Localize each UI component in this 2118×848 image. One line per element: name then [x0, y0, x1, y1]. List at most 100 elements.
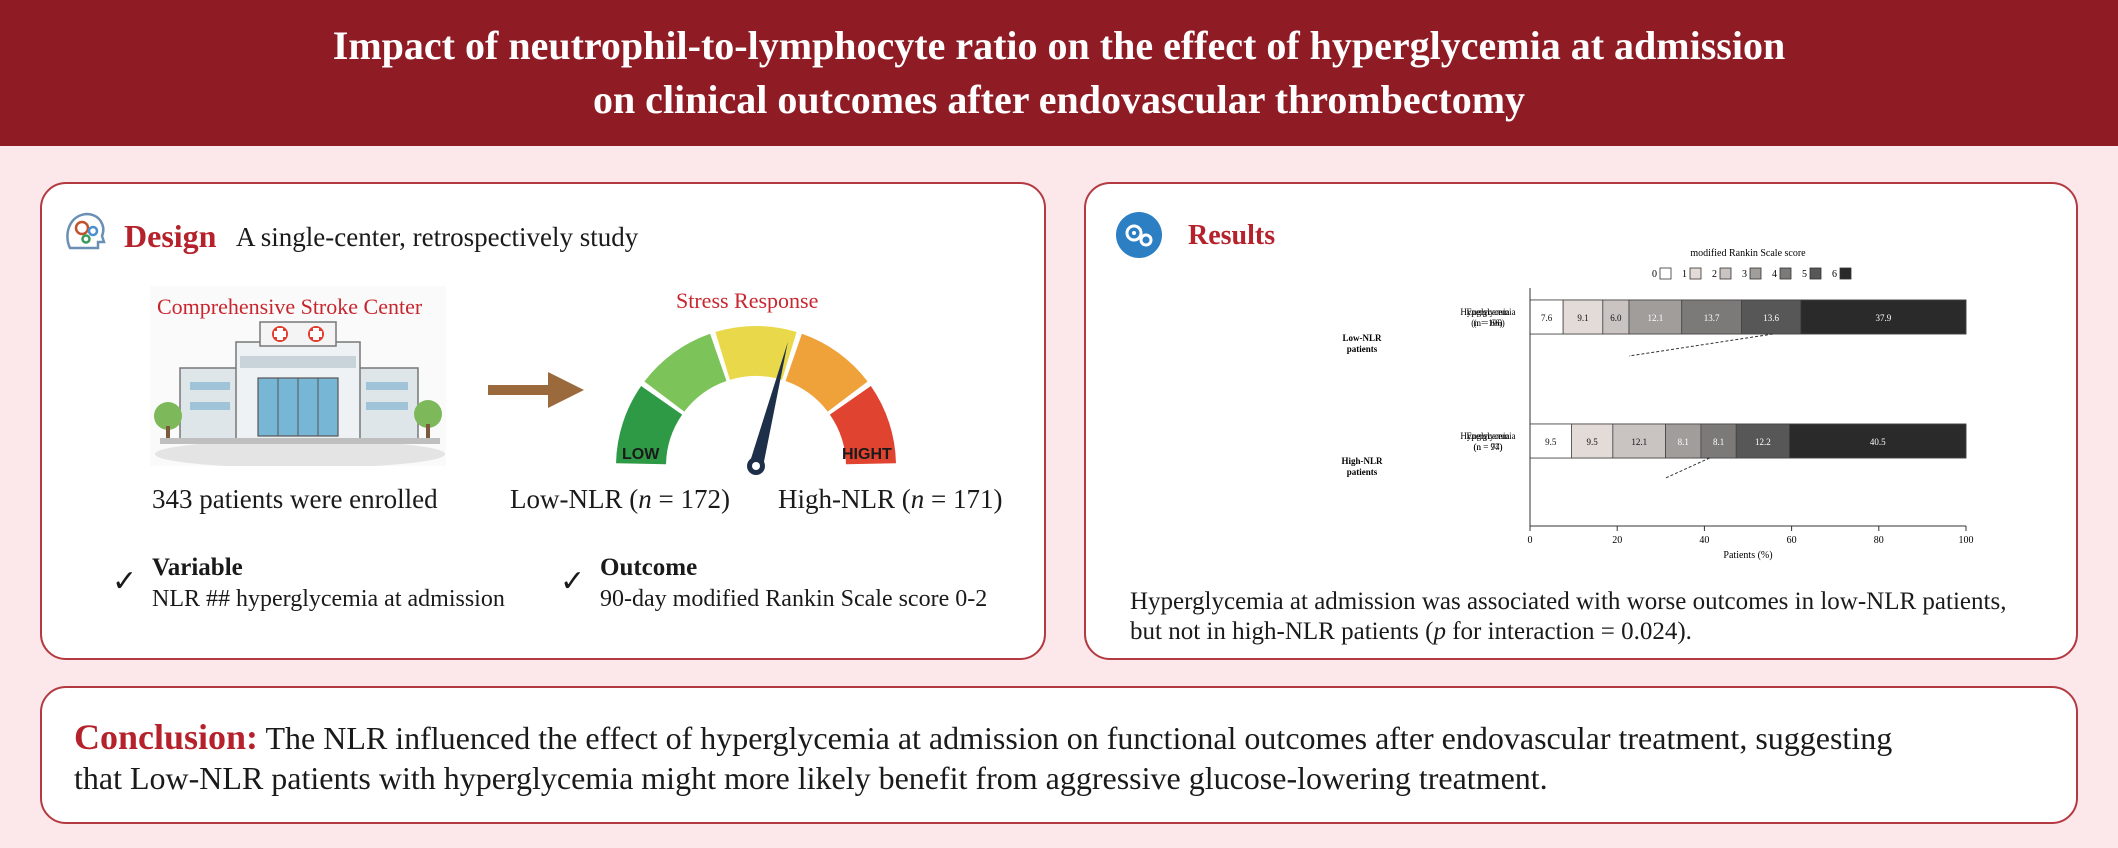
results-heading: Results: [1188, 220, 1276, 251]
bar-segment: [1735, 423, 1790, 459]
bar-value-label: 12.1: [1647, 313, 1663, 323]
bar-segment: [1741, 299, 1802, 335]
legend-label: 2: [1712, 269, 1717, 280]
row-n-label: (n = 66): [1473, 318, 1502, 328]
x-tick-label: 40: [1699, 535, 1709, 546]
bar-value-label: 37.9: [1876, 313, 1892, 323]
checkmark-icon: ✓: [560, 564, 586, 599]
chart-title: modified Rankin Scale score: [1690, 248, 1806, 259]
title-line-1: Impact of neutrophil-to-lymphocyte ratio…: [332, 23, 1786, 68]
x-tick-label: 80: [1874, 535, 1884, 546]
x-tick-label: 0: [1528, 535, 1533, 546]
gauge-segment: [785, 333, 868, 412]
legend-swatch: [1689, 267, 1702, 280]
right-arrow-icon: [488, 372, 584, 408]
high-nlr-group: High-NLR (n = 171): [778, 484, 1003, 514]
legend-swatch: [1749, 267, 1762, 280]
legend-label: 6: [1832, 269, 1837, 280]
bar-value-label: 9.5: [1545, 437, 1557, 447]
low-nlr-group: Low-NLR (n = 172): [510, 484, 730, 514]
x-axis-label: Patients (%): [1723, 550, 1772, 561]
legend-label: 3: [1742, 269, 1747, 280]
bar-value-label: 8.1: [1713, 437, 1724, 447]
bar-value-label: 40.5: [1870, 437, 1886, 447]
row-n-label: (n = 97): [1473, 442, 1502, 452]
variable-title: Variable: [152, 554, 243, 581]
design-subheading: A single-center, retrospectively study: [236, 222, 639, 252]
bar-value-label: 12.1: [1631, 437, 1647, 447]
bar-segment: [1789, 423, 1967, 459]
mrs-stacked-bar-chart: modified Rankin Scale score 0 1 2 3 4 5 6 Low-NL…: [1341, 248, 1974, 561]
outcome-title: Outcome: [600, 554, 698, 581]
brain-gears-icon: [66, 212, 106, 250]
group-label: High-NLR: [1341, 456, 1383, 466]
x-tick-label: 20: [1612, 535, 1622, 546]
gauge-low-label: LOW: [622, 446, 660, 463]
x-tick-label: 60: [1787, 535, 1797, 546]
bar-segment: [1562, 299, 1604, 335]
group-label: patients: [1347, 467, 1378, 477]
gauge-segment: [644, 333, 727, 412]
row-label: Euglycemia: [1467, 307, 1510, 317]
legend-swatch: [1839, 267, 1852, 280]
legend-swatch: [1719, 267, 1732, 280]
gauge-segment: [715, 326, 797, 380]
bar-segment: [1700, 423, 1737, 459]
legend-label: 1: [1682, 269, 1687, 280]
results-summary-line-2: but not in high-NLR patients (p for inte…: [1130, 618, 1692, 645]
title-line-2: on clinical outcomes after endovascular …: [592, 77, 1526, 122]
bar-value-label: 9.1: [1577, 313, 1588, 323]
legend-label: 0: [1652, 269, 1657, 280]
design-panel: Design A single-center, retrospectively …: [40, 182, 1046, 660]
gears-icon: [1116, 212, 1162, 258]
bar-value-label: 13.7: [1704, 313, 1720, 323]
conclusion-panel: Conclusion: The NLR influenced the effec…: [40, 686, 2078, 824]
gauge-high-label: HIGHT: [842, 446, 892, 463]
bar-value-label: 7.6: [1541, 313, 1553, 323]
gauge-segment: [829, 385, 896, 465]
legend-swatch: [1809, 267, 1822, 280]
legend-swatch: [1659, 267, 1672, 280]
bar-value-label: 8.1: [1678, 437, 1689, 447]
row-n-label: (n = 74): [1473, 442, 1502, 452]
variable-text: NLR ## hyperglycemia at admission: [152, 586, 505, 612]
x-tick-label: 100: [1959, 535, 1974, 546]
gauge-title: Stress Response: [676, 288, 819, 313]
checkmark-icon: ✓: [112, 564, 138, 599]
hospital-illustration: [150, 286, 446, 466]
gauge-needle: [749, 342, 788, 468]
outcome-text: 90-day modified Rankin Scale score 0-2: [600, 586, 988, 612]
group-label: Low-NLR: [1342, 333, 1382, 343]
bar-segment: [1628, 299, 1683, 335]
conclusion-label: Conclusion:: [74, 717, 259, 757]
results-panel: Results modified Rankin Scale score 0 1 2 3 4…: [1084, 182, 2078, 660]
mrs-cutoff-connector: [1628, 333, 1773, 357]
bar-value-label: 9.5: [1587, 437, 1599, 447]
design-heading: Design: [124, 218, 217, 254]
conclusion-line-2: that Low-NLR patients with hyperglycemia…: [74, 760, 1548, 796]
legend-label: 5: [1802, 269, 1807, 280]
conclusion-line-1: Conclusion: The NLR influenced the effec…: [74, 717, 1893, 757]
hospital-label: Comprehensive Stroke Center: [157, 294, 423, 319]
enrolled-count: 343 patients were enrolled: [152, 484, 438, 514]
gauge-pivot-center: [752, 462, 760, 470]
row-label: Hyperglycemia: [1460, 307, 1515, 317]
group-label: patients: [1347, 344, 1378, 354]
bar-value-label: 6.0: [1610, 313, 1622, 323]
bar-segment: [1602, 299, 1630, 335]
legend-label: 4: [1772, 269, 1777, 280]
gauge-segment: [616, 385, 683, 465]
bar-segment: [1665, 423, 1702, 459]
results-summary-line-1: Hyperglycemia at admission was associate…: [1130, 588, 2007, 615]
row-n-label: (n = 106): [1471, 318, 1505, 328]
bar-segment: [1800, 299, 1967, 335]
legend-swatch: [1779, 267, 1792, 280]
bar-value-label: 13.6: [1763, 313, 1779, 323]
row-label: Hyperglycemia: [1460, 431, 1515, 441]
bar-segment: [1571, 423, 1614, 459]
row-label: Euglycemia: [1467, 431, 1510, 441]
bar-value-label: 12.2: [1755, 437, 1771, 447]
title-banner: Impact of neutrophil-to-lymphocyte ratio…: [0, 0, 2118, 146]
mrs-cutoff-connector: [1665, 457, 1710, 479]
stress-gauge: [616, 326, 896, 475]
